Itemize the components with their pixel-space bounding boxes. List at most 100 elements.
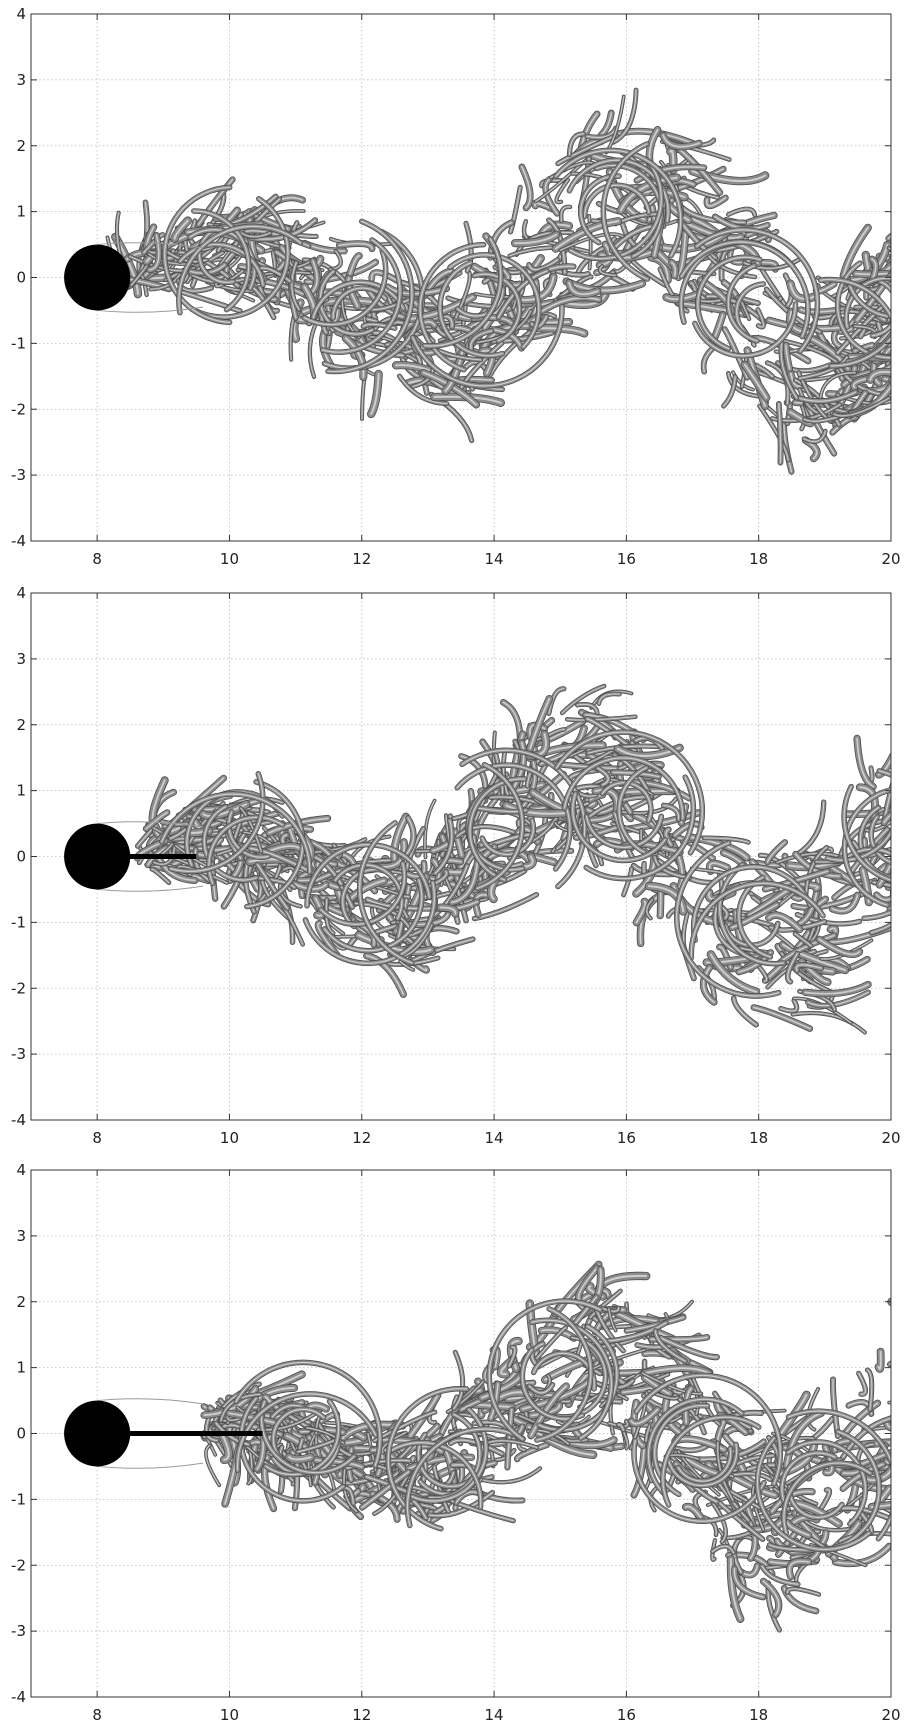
vortex-roll-highlight	[618, 767, 647, 853]
vortex-strand-highlight	[702, 966, 715, 1004]
mask-bottom	[31, 1120, 891, 1123]
x-tick-label: 14	[485, 550, 504, 568]
vortex-strand-highlight	[757, 309, 764, 328]
vortex-strand-highlight	[173, 219, 189, 240]
y-tick-label: -2	[11, 979, 26, 997]
vortex-strand-highlight	[506, 1409, 513, 1469]
vortex-strand-highlight	[706, 252, 756, 278]
vortex-strand-highlight	[205, 1445, 220, 1486]
vortex-strand-highlight	[855, 306, 884, 314]
vortex-roll-highlight	[246, 781, 304, 908]
vortex-roll-highlight	[585, 776, 694, 880]
vortex-strand-highlight	[344, 337, 365, 378]
vortex-strand-highlight	[597, 767, 609, 786]
cylinder	[64, 244, 131, 311]
vortex-roll-highlight	[161, 793, 311, 873]
vortex-roll-highlight	[843, 786, 899, 883]
vortex-strand-highlight	[556, 794, 588, 850]
vortex-strand-highlight	[775, 345, 823, 353]
vortex-strand-highlight	[762, 1580, 780, 1616]
vortex-strand-highlight	[456, 826, 514, 837]
vortex-strand-highlight	[729, 1558, 742, 1620]
vortex-strand-highlight	[858, 1372, 866, 1395]
vortex-strand-highlight	[338, 242, 373, 250]
x-tick-label: 10	[220, 550, 239, 568]
vortex-strand-highlight	[536, 1327, 567, 1359]
vortex-strand-highlight	[780, 341, 798, 399]
vortex-strand-highlight	[633, 1444, 646, 1496]
y-tick-label: 1	[16, 782, 26, 800]
vortex-strand-highlight	[852, 377, 869, 389]
vortex-roll-highlight	[697, 256, 761, 350]
vortex-strand-highlight	[451, 861, 479, 904]
vortex-strand-highlight	[659, 1337, 718, 1358]
vortex-strand-highlight	[240, 807, 262, 852]
vortex-strand-highlight	[429, 1492, 493, 1517]
vortex-strand-highlight	[787, 953, 798, 983]
cylinder	[64, 823, 131, 890]
vortex-roll-highlight	[736, 283, 764, 333]
vortex-strand-highlight	[600, 112, 613, 136]
vortex-strand-highlight	[842, 226, 869, 277]
vortex-strand-highlight	[783, 423, 793, 473]
vortex-strand-highlight	[798, 890, 818, 925]
vortex-strand-highlight	[516, 1444, 548, 1460]
vortex-strand-highlight	[647, 885, 685, 913]
vortex-strand-highlight	[804, 983, 869, 995]
vortex-strand-highlight	[642, 1367, 710, 1375]
vortex-roll-highlight	[164, 186, 231, 323]
vortex-strand-highlight	[866, 1369, 873, 1411]
vortex-strand-highlight	[568, 133, 585, 156]
vortex-strand-highlight	[370, 271, 398, 282]
vortex-roll-highlight	[449, 254, 540, 348]
vortex-strand-highlight	[861, 869, 870, 904]
vortex-strand-highlight	[407, 1456, 473, 1470]
vortex-roll-highlight	[320, 862, 405, 925]
y-tick-label: 2	[16, 137, 26, 155]
vortex-strand-highlight	[381, 841, 406, 868]
vortex-strand-highlight	[450, 1439, 503, 1455]
vortex-strand-highlight	[561, 685, 605, 714]
vortex-strand-highlight	[711, 1545, 734, 1554]
vortex-strand-highlight	[778, 403, 782, 464]
vortex-strand-highlight	[148, 234, 160, 271]
vortex-roll-highlight	[837, 262, 899, 359]
vortex-strand-highlight	[548, 688, 565, 714]
vortex-strand-highlight	[794, 853, 840, 878]
vortex-roll-highlight	[580, 175, 620, 244]
vortex-strand-highlight	[775, 1443, 816, 1477]
vortex-strand-highlight	[598, 693, 620, 705]
y-tick-label: 4	[16, 5, 26, 23]
vortex-strand-highlight	[556, 179, 569, 203]
vortex-strand-highlight	[670, 261, 677, 277]
mask-right	[891, 573, 906, 1140]
vortex-strand-highlight	[608, 1420, 628, 1427]
vortex-strand-highlight	[291, 262, 300, 310]
vortex-strand-highlight	[513, 233, 558, 245]
vortex-strand-highlight	[528, 259, 559, 271]
vortex-strand-highlight	[178, 290, 241, 312]
vortex-roll-highlight	[424, 238, 502, 347]
vortex-strand-highlight	[317, 922, 338, 956]
vortex-strand-highlight	[488, 850, 529, 861]
vortex-strand-highlight	[780, 1000, 798, 1012]
vortex-strand-highlight	[635, 900, 647, 924]
mask-left	[0, 573, 31, 1140]
vortex-roll-highlight	[179, 243, 264, 286]
vortex-strand-highlight	[805, 846, 828, 896]
vortex-roll-highlight	[419, 244, 485, 371]
x-tick-label: 8	[92, 1129, 102, 1147]
vortex-strand-highlight	[151, 868, 170, 884]
vortex-roll-highlight	[439, 262, 503, 357]
vortex-strand-highlight	[575, 826, 619, 839]
vortex-strand-highlight	[340, 1423, 394, 1441]
vortex-strand-highlight	[508, 1346, 516, 1367]
vortex-strand-highlight	[733, 997, 757, 1026]
vortex-strand-highlight	[373, 1474, 409, 1515]
vortex-roll-highlight	[228, 811, 269, 858]
y-tick-label: -2	[11, 400, 26, 418]
vortex-strand-highlight	[818, 1489, 831, 1512]
vortex-strand-highlight	[703, 837, 749, 843]
vortex-strand-highlight	[783, 340, 837, 362]
vortex-strand-highlight	[753, 1006, 811, 1030]
